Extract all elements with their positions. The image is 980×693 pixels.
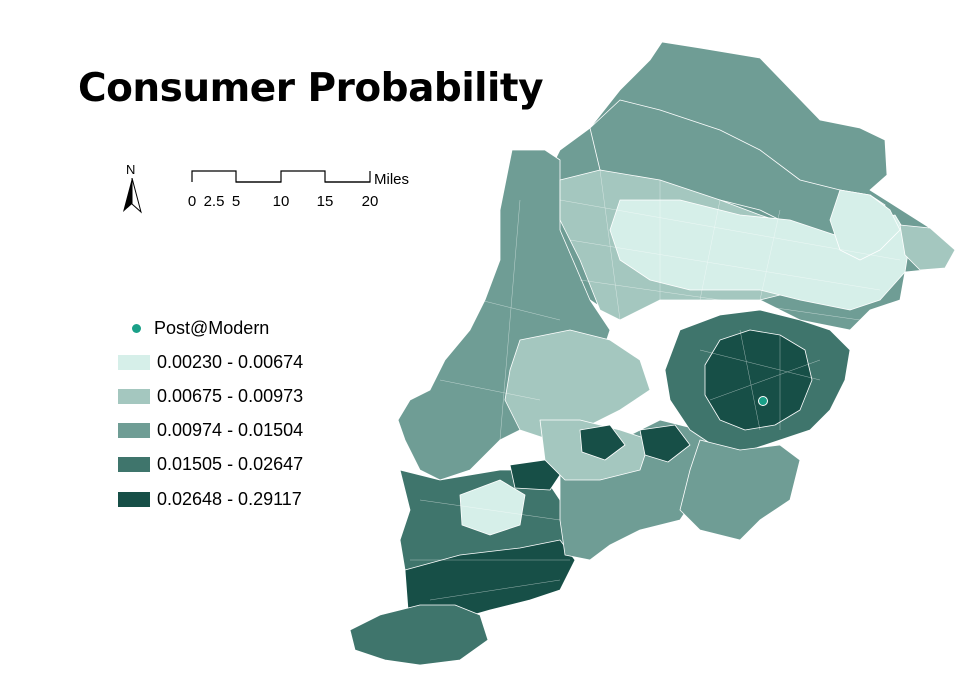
legend-label: 0.00974 - 0.01504 — [157, 420, 304, 441]
legend-label: Post@Modern — [154, 317, 270, 338]
tract-boundary — [579, 279, 861, 321]
map-title: Consumer Probability — [78, 66, 544, 111]
scale-unit-label: Miles — [374, 171, 410, 188]
north-arrow: N — [119, 162, 145, 214]
legend-item-class: 0.02648 - 0.29117 — [118, 482, 303, 516]
legend-swatch — [118, 354, 150, 370]
scale-tick-label: 0 — [187, 193, 197, 210]
tract-boundary — [759, 209, 781, 301]
map-legend: Post@Modern 0.00230 - 0.00674 0.00675 - … — [118, 311, 303, 516]
region-dark-patch-a — [509, 459, 561, 491]
legend-item-store: Post@Modern — [118, 311, 303, 345]
tract-boundary — [429, 579, 561, 601]
region-northeast-light — [829, 189, 901, 261]
legend-swatch — [118, 491, 150, 507]
legend-item-class: 0.00974 - 0.01504 — [118, 414, 303, 448]
legend-swatch — [118, 423, 150, 439]
legend-item-class: 0.00230 - 0.00674 — [118, 345, 303, 379]
region-light-patch-south — [459, 479, 526, 536]
scale-bar-graphic — [191, 170, 371, 183]
store-point-icon — [118, 323, 154, 333]
legend-label: 0.00230 - 0.00674 — [157, 351, 304, 372]
tract-boundary — [599, 169, 621, 321]
scale-bar: Miles 0 2.5 5 10 15 20 — [186, 168, 426, 218]
region-west-central-mid — [504, 329, 651, 441]
tract-boundary — [559, 199, 901, 261]
legend-label: 0.02648 - 0.29117 — [157, 488, 302, 509]
region-dark-patch-c — [639, 424, 691, 463]
tract-boundary — [479, 299, 561, 321]
legend-label: 0.00675 - 0.00973 — [157, 385, 304, 406]
scale-tick-label: 15 — [316, 193, 334, 210]
tract-boundary — [709, 359, 821, 401]
region-northeast-edge — [899, 224, 956, 271]
tract-boundary — [699, 199, 721, 301]
north-arrow-icon — [123, 178, 142, 214]
scale-tick-label: 10 — [272, 193, 290, 210]
legend-swatch — [118, 457, 150, 473]
scale-tick-label: 5 — [231, 193, 241, 210]
scale-tick-label: 20 — [361, 193, 379, 210]
scale-tick-label: 2.5 — [203, 193, 225, 210]
tract-boundary — [569, 239, 881, 291]
region-city-core — [704, 329, 813, 431]
tract-boundary — [419, 499, 561, 521]
legend-item-class: 0.00675 - 0.00973 — [118, 379, 303, 413]
legend-item-class: 0.01505 - 0.02647 — [118, 448, 303, 482]
tract-boundary — [499, 199, 521, 441]
post-modern-location-marker — [758, 396, 768, 406]
region-south-edge — [349, 604, 489, 666]
legend-label: 0.01505 - 0.02647 — [157, 454, 304, 475]
tract-boundary — [739, 329, 761, 431]
tract-boundary — [439, 379, 541, 401]
north-label: N — [126, 162, 136, 177]
region-southeast-river — [679, 439, 801, 541]
region-dark-patch-b — [579, 424, 626, 461]
tract-boundary — [699, 349, 821, 381]
legend-swatch — [118, 388, 150, 404]
